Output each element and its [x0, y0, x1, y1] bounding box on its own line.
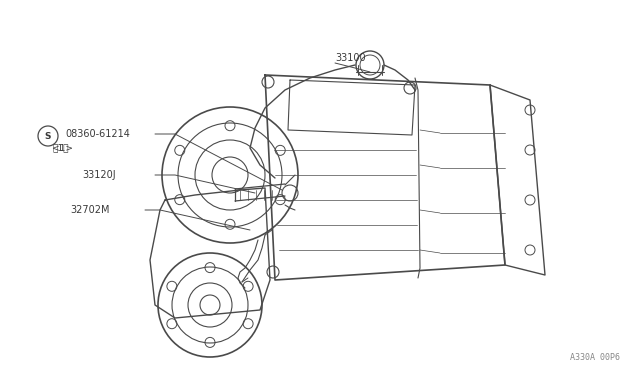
Text: A330A 00P6: A330A 00P6: [570, 353, 620, 362]
Text: 32702M: 32702M: [70, 205, 109, 215]
Text: 33120J: 33120J: [82, 170, 116, 180]
Text: S: S: [45, 131, 51, 141]
Text: 33100: 33100: [335, 53, 365, 63]
Text: 08360-61214: 08360-61214: [65, 129, 130, 139]
Text: <1>: <1>: [52, 144, 73, 153]
Text: 、1。: 、1。: [52, 144, 68, 153]
